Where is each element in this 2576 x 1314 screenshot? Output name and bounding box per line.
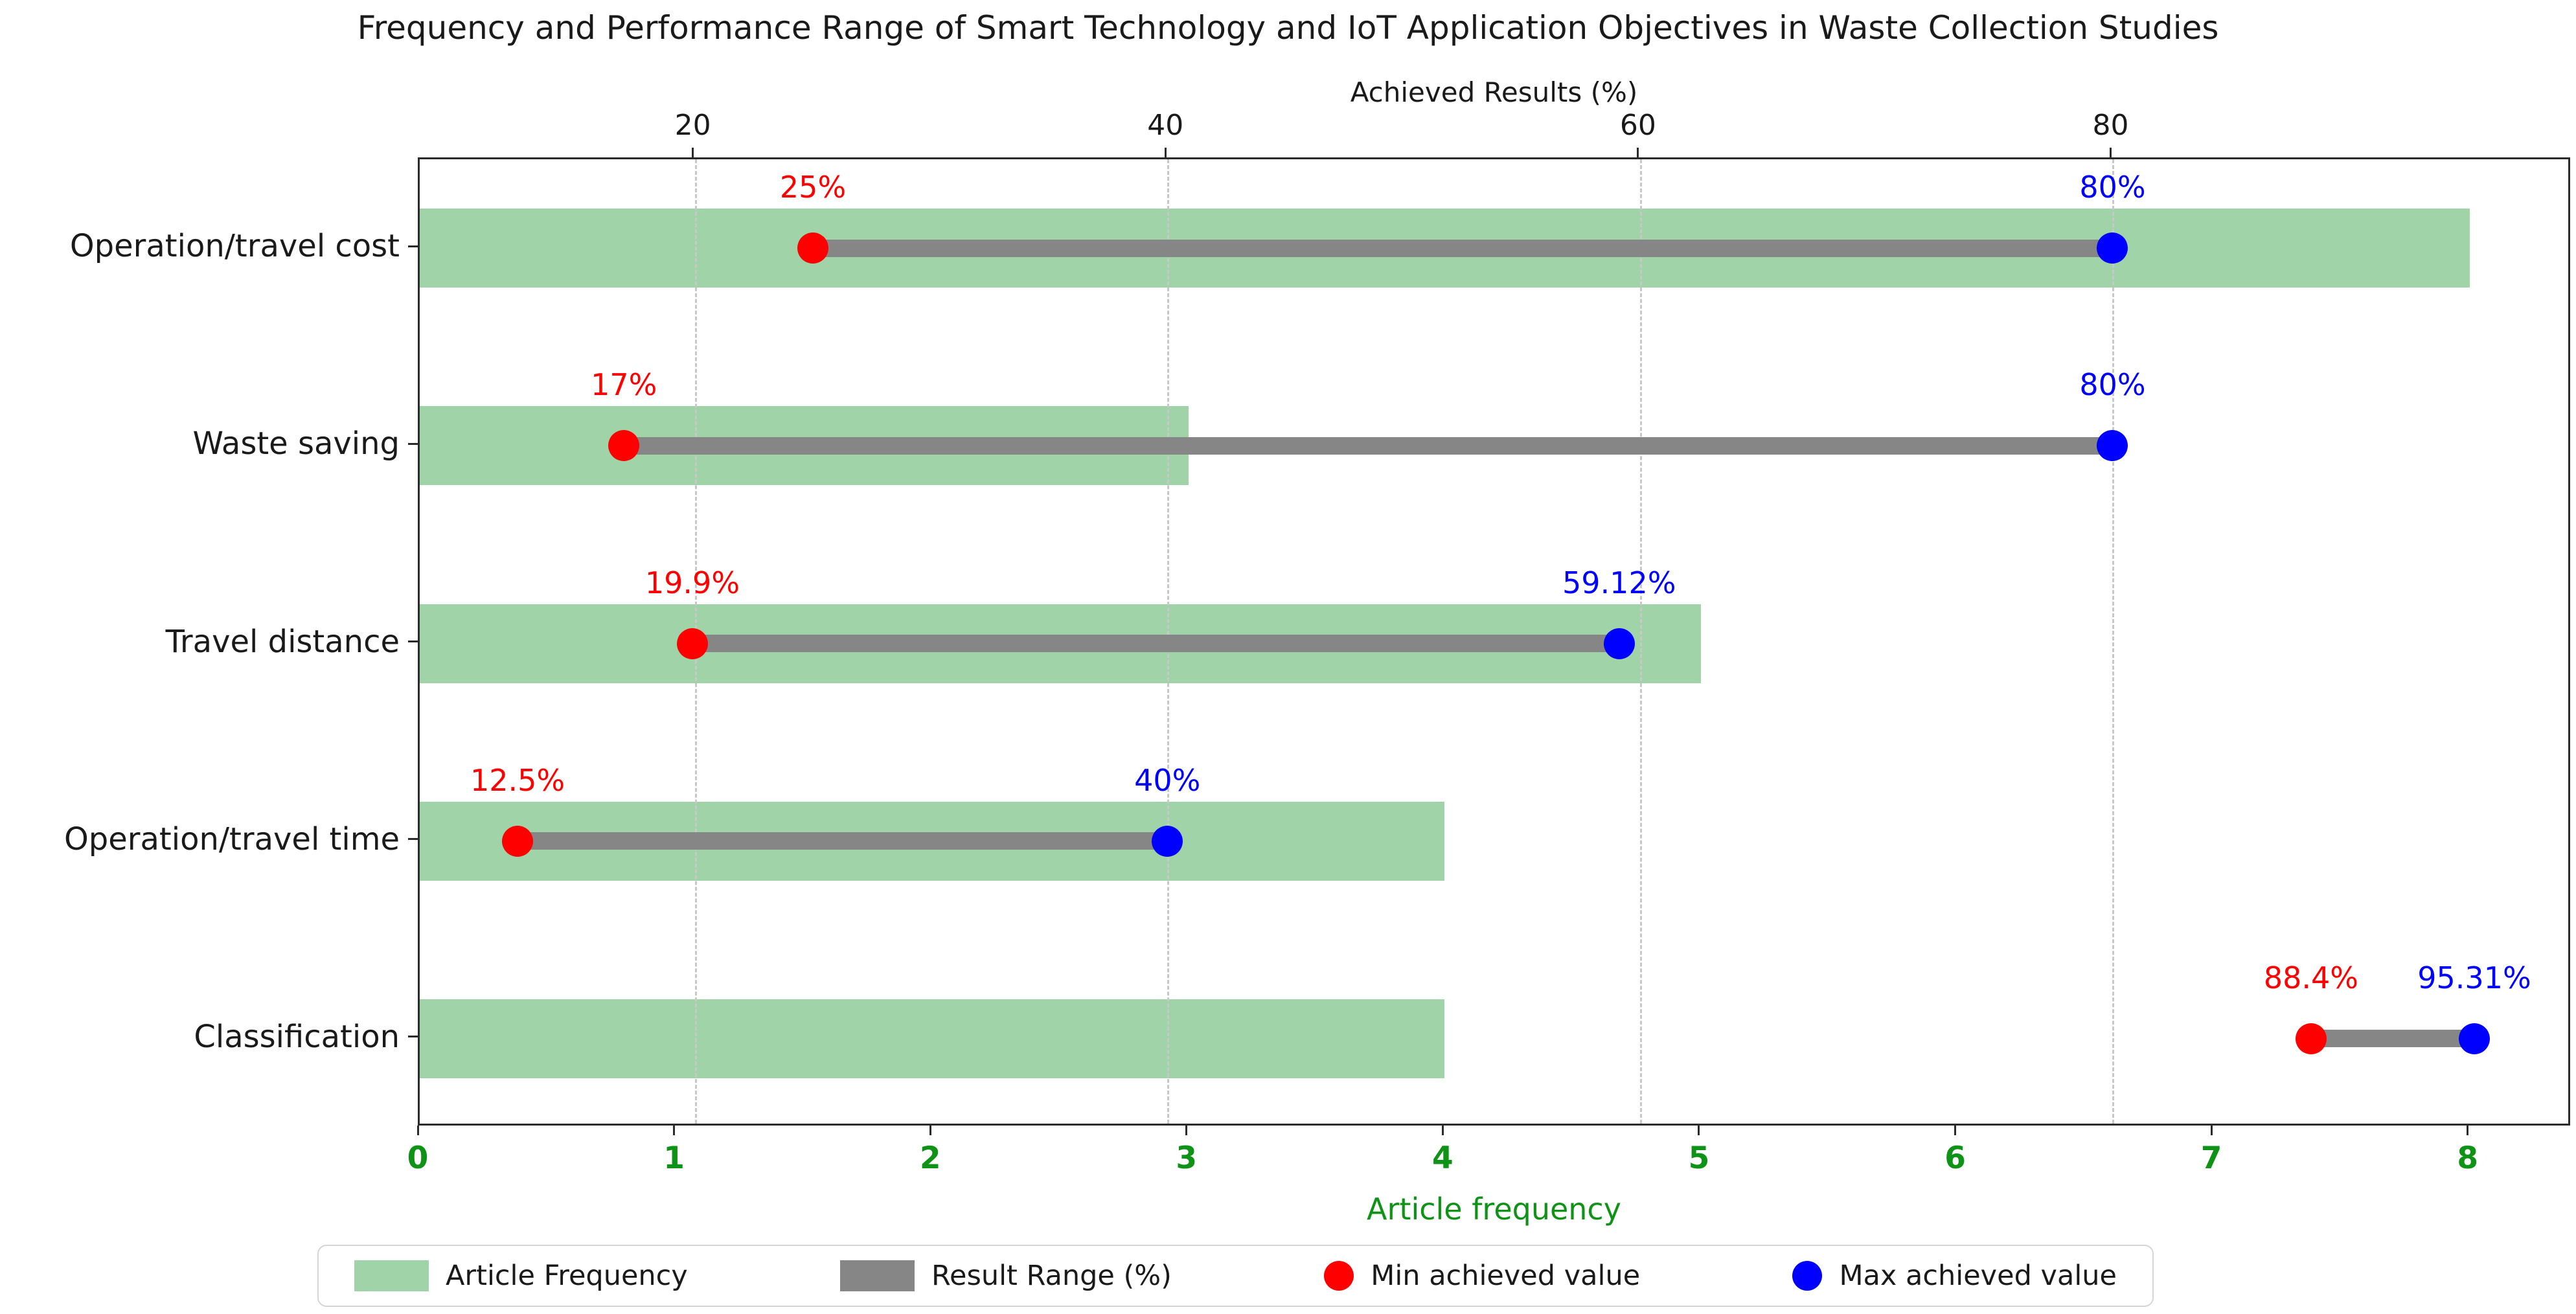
result-range-bar (692, 635, 1619, 652)
bottom-tick-label: 2 (919, 1140, 941, 1176)
max-achieved-dot (2097, 232, 2128, 264)
min-achieved-dot (797, 232, 829, 264)
bottom-tick-mark (2467, 1126, 2469, 1135)
result-range-bar (624, 436, 2113, 455)
top-tick-label: 60 (1619, 109, 1656, 142)
max-achieved-dot (2458, 1023, 2490, 1054)
legend-item-label: Result Range (%) (931, 1260, 1172, 1292)
legend-item: Min achieved value (1324, 1260, 1640, 1292)
min-value-label: 88.4% (2263, 960, 2358, 995)
result-range-bar (2310, 1030, 2474, 1048)
bottom-tick-label: 6 (1944, 1140, 1966, 1176)
result-range-bar (518, 832, 1168, 850)
bottom-tick-mark (1698, 1126, 1700, 1135)
gridline (2112, 159, 2115, 1124)
max-achieved-dot (2097, 430, 2128, 462)
left-tick-mark (408, 245, 418, 247)
top-axis-label: Achieved Results (%) (1350, 76, 1638, 108)
left-tick-mark (408, 442, 418, 445)
category-label: Waste saving (192, 425, 400, 462)
legend-item: Result Range (%) (840, 1260, 1172, 1292)
bottom-tick-label: 8 (2457, 1140, 2479, 1176)
legend-item-label: Min achieved value (1371, 1260, 1641, 1292)
legend-dot-marker (1324, 1261, 1354, 1291)
legend-bar-swatch (354, 1260, 429, 1291)
category-label: Classification (194, 1018, 400, 1055)
legend-bar-swatch (840, 1260, 915, 1291)
max-achieved-dot (1603, 628, 1635, 659)
bottom-tick-label: 1 (663, 1140, 685, 1176)
min-value-label: 12.5% (470, 762, 565, 798)
top-tick-label: 40 (1147, 109, 1184, 142)
max-value-label: 95.31% (2417, 960, 2531, 995)
gridline (1639, 159, 1642, 1124)
min-achieved-dot (608, 430, 640, 462)
legend-item: Article Frequency (354, 1260, 688, 1292)
top-tick-mark (1637, 148, 1639, 157)
left-tick-mark (408, 838, 418, 841)
max-value-label: 80% (2079, 367, 2146, 403)
top-tick-label: 20 (674, 109, 711, 142)
bottom-tick-label: 7 (2200, 1140, 2222, 1176)
legend-item-label: Article Frequency (446, 1260, 688, 1292)
bottom-tick-label: 5 (1688, 1140, 1710, 1176)
max-value-label: 59.12% (1562, 565, 1676, 600)
min-achieved-dot (2295, 1023, 2327, 1054)
min-achieved-dot (676, 628, 708, 659)
legend-item-label: Max achieved value (1839, 1260, 2117, 1292)
category-label: Operation/travel time (64, 821, 400, 857)
bottom-axis-label: Article frequency (1367, 1192, 1621, 1227)
legend-item: Max achieved value (1792, 1260, 2117, 1292)
max-achieved-dot (1152, 825, 1183, 857)
top-tick-mark (1164, 148, 1167, 157)
top-tick-mark (692, 148, 694, 157)
max-value-label: 40% (1134, 762, 1201, 798)
bottom-tick-label: 3 (1176, 1140, 1198, 1176)
bottom-tick-mark (1185, 1126, 1188, 1135)
left-tick-mark (408, 1036, 418, 1038)
result-range-bar (813, 239, 2113, 257)
bottom-tick-mark (416, 1126, 419, 1135)
bottom-tick-mark (673, 1126, 676, 1135)
top-tick-mark (2109, 148, 2112, 157)
article-frequency-bar (420, 999, 1445, 1078)
plot-area: 25% 80% 17% 80% 19.9% 59.12% 12.5% 40% 88.4% 95.3… (418, 157, 2570, 1126)
bottom-tick-label: 0 (407, 1140, 429, 1176)
max-value-label: 80% (2079, 170, 2146, 205)
chart-title: Frequency and Performance Range of Smart… (357, 9, 2219, 47)
legend-dot-marker (1792, 1261, 1823, 1291)
category-label: Travel distance (165, 623, 400, 660)
bottom-tick-mark (1441, 1126, 1444, 1135)
bottom-tick-label: 4 (1432, 1140, 1453, 1176)
min-value-label: 19.9% (644, 565, 740, 600)
min-value-label: 25% (779, 170, 847, 205)
top-tick-label: 80 (2092, 109, 2129, 142)
chart-legend: Article Frequency Result Range (%) Min ach… (317, 1245, 2154, 1307)
min-achieved-dot (502, 825, 534, 857)
bottom-tick-mark (929, 1126, 931, 1135)
bottom-tick-mark (1954, 1126, 1957, 1135)
bottom-tick-mark (2210, 1126, 2213, 1135)
category-label: Operation/travel cost (69, 228, 400, 265)
left-tick-mark (408, 640, 418, 642)
min-value-label: 17% (591, 367, 657, 403)
